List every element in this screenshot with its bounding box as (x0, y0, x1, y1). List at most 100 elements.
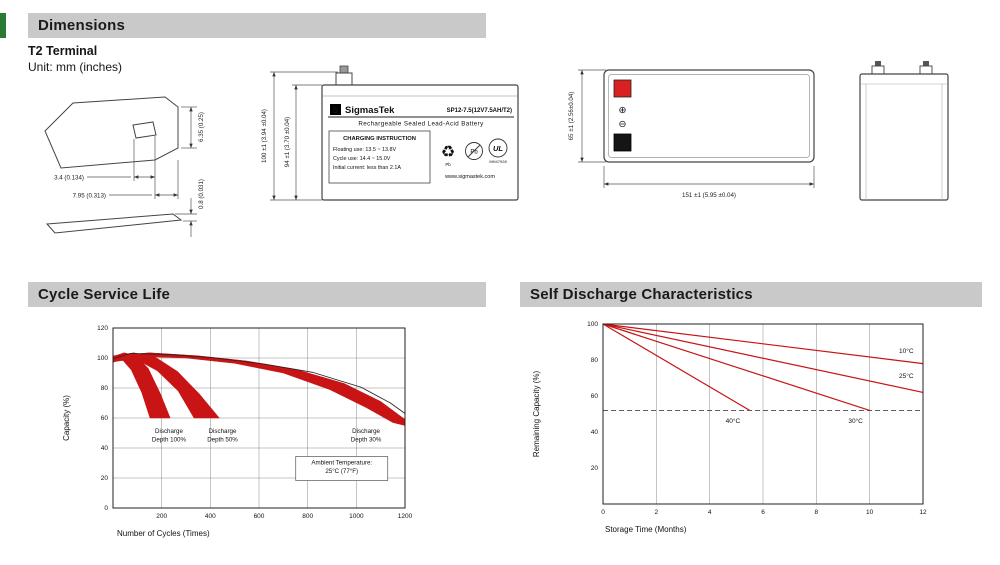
side-seam-lines (860, 83, 948, 200)
battery-case-front (321, 84, 519, 201)
svg-text:25°C (77°F): 25°C (77°F) (325, 468, 358, 475)
discharge-series-line (602, 323, 751, 411)
svg-text:Pb: Pb (470, 150, 478, 156)
section-title-cycle-life: Cycle Service Life (38, 286, 171, 303)
battery-side-view (859, 61, 949, 201)
svg-text:40°C: 40°C (726, 417, 741, 425)
svg-text:25°C: 25°C (899, 372, 914, 380)
svg-text:Depth 100%: Depth 100% (152, 437, 187, 444)
battery-top-view: 65 ±1 (2.56±0.04) 151 ±1 (5.95 ±0.04) ⊕ … (568, 69, 815, 199)
positive-terminal (613, 79, 632, 98)
svg-text:80: 80 (101, 385, 109, 392)
svg-text:10°C: 10°C (899, 347, 914, 355)
capacity-trend-line (112, 353, 406, 414)
svg-text:10: 10 (866, 509, 874, 516)
dim-hole-width: 3.4 (0.134) (54, 175, 84, 182)
svg-text:100: 100 (97, 355, 108, 362)
svg-text:100: 100 (587, 321, 598, 328)
recycle-icon: ♻ (441, 144, 455, 161)
svg-text:20: 20 (591, 465, 599, 472)
brand-logo-square (330, 104, 341, 115)
ul-file-code: MH47928 (489, 159, 507, 164)
terminal-blade-shape (44, 96, 179, 169)
section-header-dimensions: Dimensions (28, 13, 486, 38)
terminal-blade-side-shape (45, 213, 183, 234)
self-plot-area: 0 2 4 6 8 10 12 20 40 60 80 100 10°C 25°C 30°C 40°C (587, 321, 927, 516)
charging-line-1: Floating use: 13.5 ~ 13.8V (333, 147, 396, 153)
svg-text:400: 400 (205, 513, 216, 520)
svg-text:0: 0 (104, 505, 108, 512)
side-terminal-tabs (871, 61, 933, 76)
svg-text:Capacity (%): Capacity (%) (62, 395, 71, 441)
section-title-self-discharge: Self Discharge Characteristics (530, 286, 753, 303)
svg-text:Ambient Temperature:: Ambient Temperature: (311, 460, 372, 467)
svg-text:Number of Cycles (Times): Number of Cycles (Times) (117, 529, 210, 538)
model-number: SP12-7.5(12V7.5AH/T2) (447, 108, 512, 114)
svg-text:1200: 1200 (398, 513, 413, 520)
dim-width: 151 ±1 (5.95 ±0.04) (682, 192, 736, 199)
dim-blade-thickness: 0.8 (0.031) (198, 179, 205, 209)
svg-text:Discharge: Discharge (155, 428, 183, 435)
svg-text:Remaining Capacity (%): Remaining Capacity (%) (532, 371, 541, 458)
svg-text:1000: 1000 (349, 513, 364, 520)
battery-label: S SigmasTek SP12-7.5(12V7.5AH/T2) Rechar… (328, 104, 514, 184)
cycle-plot-area: 200 400 600 800 1000 1200 0 20 40 60 80 100 120 Disch… (97, 325, 412, 520)
section-header-cycle-life: Cycle Service Life (28, 282, 486, 307)
svg-text:Discharge: Discharge (209, 428, 237, 435)
svg-text:60: 60 (591, 393, 599, 400)
charging-instruction-box (328, 130, 431, 184)
battery-case-top-outer (603, 69, 815, 163)
top-dim-lines (578, 69, 815, 188)
svg-text:0: 0 (601, 509, 605, 516)
svg-text:600: 600 (254, 513, 265, 520)
svg-text:Storage Time (Months): Storage Time (Months) (605, 525, 687, 534)
svg-text:2: 2 (655, 509, 659, 516)
svg-text:120: 120 (97, 325, 108, 332)
front-dim-lines (270, 71, 338, 201)
plus-terminal-symbol: ⊕ (619, 105, 627, 116)
dim-depth: 65 ±1 (2.56±0.04) (568, 92, 575, 141)
svg-text:6: 6 (761, 509, 765, 516)
svg-text:30°C: 30°C (848, 417, 863, 425)
svg-text:12: 12 (919, 509, 927, 516)
svg-text:Discharge: Discharge (352, 428, 380, 435)
svg-text:60: 60 (101, 415, 109, 422)
dim-blade-width: 6.35 (0.25) (198, 112, 205, 142)
discharge-depth-band (112, 352, 406, 426)
svg-text:800: 800 (302, 513, 313, 520)
charging-line-3: Initial current: less than 2.1A (333, 165, 401, 171)
ul-mark-icon: UL (488, 138, 508, 158)
terminal-detail-drawing: 3.4 (0.134) 7.95 (0.313) 6.35 (0.25) 0.8… (44, 96, 205, 237)
svg-text:4: 4 (708, 509, 712, 516)
dim-case-height: 94 ±1 (3.70 ±0.04) (284, 117, 291, 167)
svg-text:Depth 30%: Depth 30% (351, 437, 382, 444)
charging-line-2: Cycle use: 14.4 ~ 15.0V (333, 156, 391, 162)
battery-type-subtitle: Rechargeable Sealed Lead-Acid Battery (358, 121, 484, 128)
cycle-service-life-chart: 200 400 600 800 1000 1200 0 20 40 60 80 100 120 Disch… (62, 325, 413, 538)
terminal-type-label: T2 Terminal (28, 44, 98, 58)
page-accent-bar (0, 13, 6, 38)
recycle-pb-label: Pb (445, 162, 451, 167)
pb-crossed-icon: Pb (465, 142, 483, 160)
svg-text:40: 40 (101, 445, 109, 452)
discharge-series-line (602, 323, 870, 411)
dim-hole-offset: 7.95 (0.313) (73, 193, 106, 200)
battery-case-top-inner (608, 74, 810, 158)
section-header-self-discharge: Self Discharge Characteristics (520, 282, 982, 307)
svg-text:200: 200 (156, 513, 167, 520)
minus-terminal-symbol: ⊖ (619, 119, 627, 130)
svg-text:8: 8 (815, 509, 819, 516)
discharge-series-line (602, 323, 924, 393)
section-title-dimensions: Dimensions (38, 17, 126, 34)
website-text: www.sigmastek.com (444, 174, 495, 180)
negative-terminal (613, 133, 632, 152)
svg-text:UL: UL (493, 144, 503, 153)
svg-text:40: 40 (591, 429, 599, 436)
terminal-dim-lines (87, 106, 197, 237)
self-discharge-chart: 0 2 4 6 8 10 12 20 40 60 80 100 10°C 25°C 30°C 40°C Rema… (532, 321, 927, 534)
battery-front-view: 100 ±1 (3.94 ±0.04) 94 ±1 (3.70 ±0.04) S… (261, 65, 519, 201)
charging-title: CHARGING INSTRUCTION (343, 136, 416, 142)
svg-text:20: 20 (101, 475, 109, 482)
unit-note: Unit: mm (inches) (28, 60, 123, 74)
